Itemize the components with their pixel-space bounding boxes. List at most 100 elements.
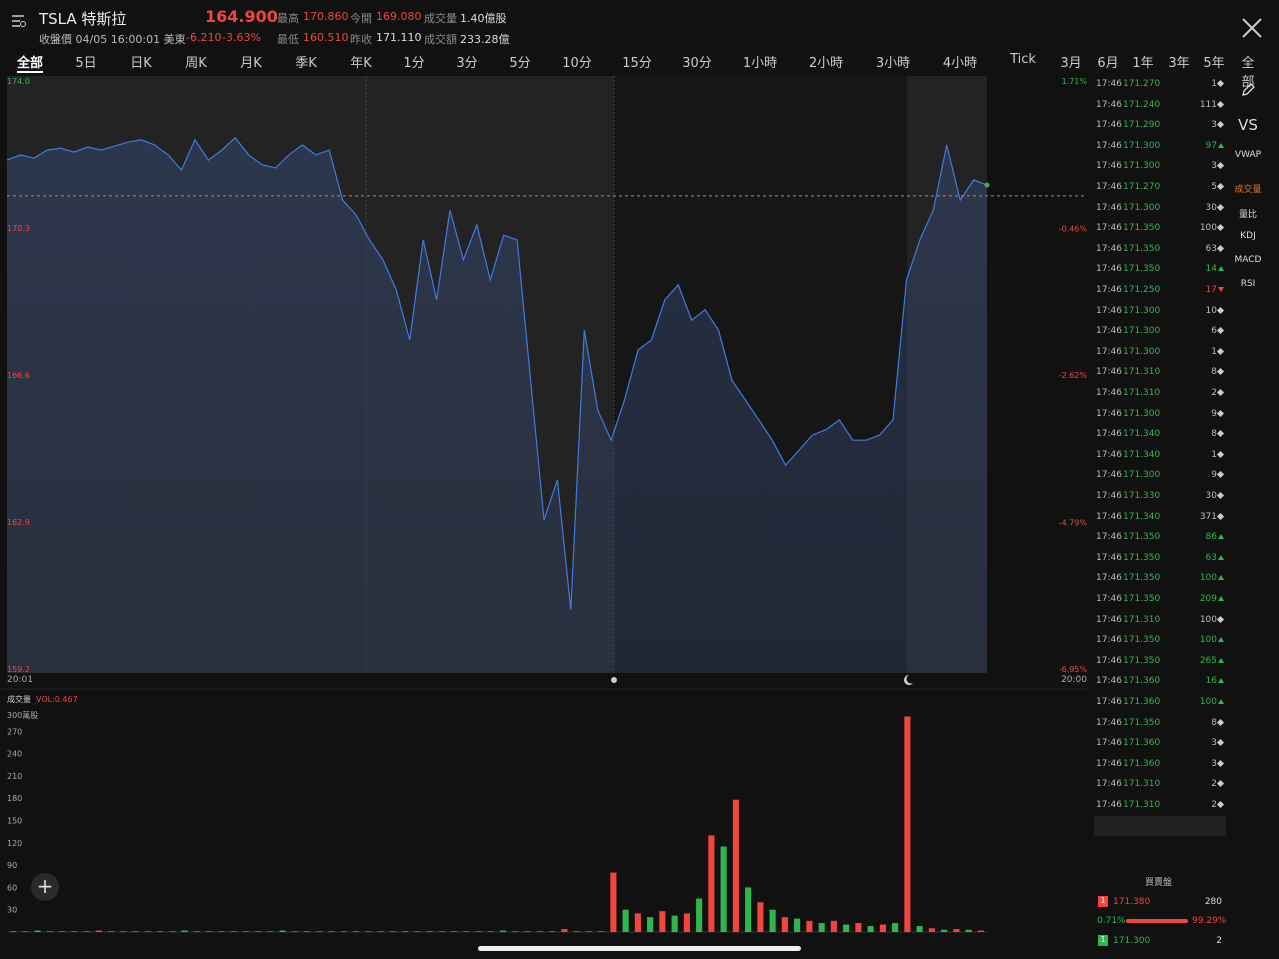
volume-bar [855,923,862,932]
last-dot [984,182,990,188]
bid-price: 171.300 [1113,936,1151,946]
trade-side-icon [1216,121,1225,129]
tool[interactable]: RSI [1240,279,1256,289]
trade-side-icon [1218,575,1224,581]
trade-price: 171.350 [1123,223,1161,234]
status: 收盤價 04/05 16:00:01 美東 [39,33,186,46]
x-tick-label: 20:01 [7,675,33,685]
y-tick-label: 240 [7,750,22,759]
volume-bar [708,835,715,932]
tab[interactable]: 1年 [1132,56,1154,71]
label: 最低 [277,33,299,46]
tab[interactable]: 3年 [1168,56,1190,71]
label: 最高 [277,12,299,25]
volume-bar [242,931,249,932]
tab[interactable]: 15分 [622,56,652,71]
tab[interactable]: 5分 [509,56,531,71]
tab[interactable]: 季K [295,56,317,71]
trade-size: 3 [1211,120,1217,131]
trade-size: 63 [1205,243,1217,254]
volume-bar [794,918,801,932]
menu-icon[interactable] [10,12,28,30]
volume-bar [414,931,421,932]
volume-bar [120,931,127,932]
volume-bar [512,931,519,932]
tab[interactable]: 周K [185,56,207,71]
trade-time: 17:46 [1096,655,1122,666]
volume-bar [181,930,188,932]
tab[interactable]: 30分 [682,56,712,71]
trade-time: 17:46 [1096,140,1122,151]
trade-time: 17:46 [1096,717,1122,728]
trade-side-icon [1218,678,1224,684]
trade-side-icon [1216,203,1225,211]
tab[interactable]: 5日 [75,56,97,71]
trade-time: 17:46 [1096,779,1122,790]
trade-size: 3 [1211,738,1217,749]
tab[interactable]: 日K [130,56,152,71]
trade-price: 171.300 [1123,346,1161,357]
trade-price: 171.310 [1123,779,1161,790]
trade-price: 171.300 [1123,470,1161,481]
tool[interactable]: KDJ [1240,231,1256,241]
tab[interactable]: 全部 [1241,56,1255,90]
trade-side-icon [1218,266,1224,272]
trade-time: 17:46 [1096,285,1122,295]
trade-size: 16 [1205,676,1217,687]
trade-side-icon [1216,327,1225,335]
tab[interactable]: 6月 [1097,56,1119,71]
trade-time: 17:46 [1096,429,1122,440]
y-tick-label: 90 [7,861,17,870]
trade-price: 171.270 [1123,182,1161,192]
sun-icon [611,677,617,683]
tool[interactable]: MACD [1234,255,1262,265]
volume-bar [965,929,972,932]
tab[interactable]: 2小時 [808,56,844,71]
tab[interactable]: 3月 [1060,56,1082,71]
y2-tick-label: 1.71% [1062,77,1088,86]
volume-bar [549,931,556,932]
tab[interactable]: 月K [240,56,262,71]
trade-price: 171.300 [1123,161,1161,172]
tab[interactable]: 1小時 [742,56,778,71]
volume-bar [781,917,788,932]
price-line [6,136,988,610]
trade-size: 3 [1211,161,1217,172]
tab[interactable]: 10分 [562,56,592,71]
volume-title: 成交量 [7,694,31,704]
tool[interactable]: 量比 [1238,210,1258,220]
trade-side-icon [1216,780,1225,788]
tab[interactable]: 1分 [403,56,425,71]
trade-time: 17:46 [1096,594,1122,604]
turnover: 233.28億 [460,33,510,46]
volume-bar [818,923,825,932]
tab[interactable]: 3小時 [875,56,911,71]
bid-pct: 0.71% [1097,916,1126,926]
tool[interactable]: VWAP [1234,150,1262,160]
tab[interactable]: 全部 [16,52,44,73]
volume-bar [757,902,764,932]
volume: 1.40億股 [460,12,507,25]
trade-side-icon [1216,244,1225,252]
tab[interactable]: 3分 [456,56,478,71]
trade-size: 5 [1211,182,1217,192]
volume-bar [71,931,78,932]
trade-side-icon [1216,718,1225,726]
trade-time: 17:46 [1096,161,1122,172]
tab[interactable]: 4小時 [942,56,978,71]
volume-bar [500,930,507,932]
tool[interactable]: 成交量 [1234,185,1262,195]
trade-side-icon [1216,388,1225,397]
trade-size: 17 [1205,285,1217,295]
tab[interactable]: Tick [1010,52,1036,67]
pencil-icon[interactable] [1240,82,1256,98]
trade-side-icon [1216,306,1225,314]
trade-price: 171.300 [1123,140,1161,151]
tool[interactable]: VS [1238,116,1258,134]
close-button[interactable] [1240,16,1264,40]
add-button[interactable]: + [31,873,59,901]
tab[interactable]: 年K [350,56,372,71]
trade-price: 171.360 [1123,676,1161,687]
tab[interactable]: 5年 [1203,56,1225,71]
y-tick-label: 30 [7,906,17,915]
